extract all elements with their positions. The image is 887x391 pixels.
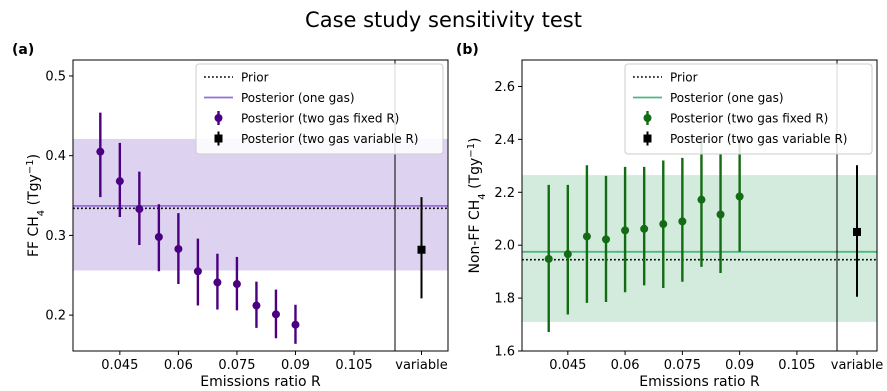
- chart-panel-b: 1.6 1.8 2.0 2.2 2.4 2.6 0.045 0.06 0.075 0.09 0.10…: [456, 42, 883, 390]
- legend: Prior Posterior (one gas) Posterior (two g…: [624, 63, 873, 155]
- y-axis-label-part: (Tgy: [26, 174, 42, 210]
- fixed-r-point: [271, 310, 280, 319]
- y-axis-label-part: (Tgy: [467, 158, 483, 194]
- y-tick-label: 2.6: [494, 80, 515, 95]
- fixed-r-point: [213, 278, 222, 287]
- x-tick-label: 0.09: [725, 358, 754, 373]
- fixed-r-point: [697, 195, 706, 204]
- y-axis-label-part: −1: [466, 143, 477, 158]
- fixed-r-point: [135, 205, 144, 214]
- fixed-r-point: [659, 220, 668, 229]
- legend-entry-label: Posterior (two gas variable R): [670, 132, 848, 146]
- fixed-r-point: [291, 320, 300, 329]
- y-axis-label: Non-FF CH4 (Tgy−1): [466, 137, 488, 273]
- y-axis-label: FF CH4 (Tgy−1): [25, 154, 47, 257]
- y-axis-label-part: FF CH: [26, 216, 42, 257]
- y-axis-label-part: ): [467, 137, 483, 142]
- y-tick-label: 2.4: [494, 133, 515, 148]
- y-tick-label: 0.5: [45, 69, 66, 84]
- x-tick-label: 0.105: [778, 358, 815, 373]
- x-tick-label: 0.105: [335, 358, 372, 373]
- y-tick-label: 0.4: [45, 149, 66, 164]
- fixed-r-point: [678, 217, 687, 226]
- x-tick-label: 0.06: [611, 358, 640, 373]
- fixed-r-point: [582, 232, 591, 241]
- y-axis-label-part: 4: [477, 193, 488, 199]
- variable-r-point: [417, 245, 426, 254]
- legend-entry-label: Prior: [670, 71, 698, 85]
- x-tick-label: 0.09: [281, 358, 310, 373]
- fixed-r-point: [602, 235, 610, 244]
- legend-box: [624, 63, 873, 155]
- legend-entry-label: Posterior (two gas variable R): [241, 132, 419, 146]
- legend-entry-label: Posterior (two gas fixed R): [241, 112, 399, 126]
- legend-entry-label: Prior: [241, 71, 269, 85]
- fixed-r-point: [640, 224, 649, 233]
- fixed-r-point: [115, 177, 124, 186]
- y-axis-label-part: −1: [25, 159, 36, 174]
- y-axis-label-part: ): [26, 154, 42, 159]
- fixed-r-point: [621, 226, 630, 235]
- legend-fixed-r-swatch-marker: [214, 114, 223, 122]
- fixed-r-point: [193, 267, 202, 276]
- fixed-r-point: [544, 254, 553, 263]
- chart-panel-a: 0.2 0.3 0.4 0.5 0.045 0.06 0.075 0.09 0.105 varia…: [12, 42, 449, 390]
- legend-variable-r-swatch-marker: [643, 134, 652, 143]
- legend-entry-label: Posterior (one gas): [241, 91, 355, 105]
- axes-frame: [521, 59, 878, 352]
- panel-label: (b): [456, 42, 479, 58]
- y-axis-label-part: Non-FF CH: [467, 200, 483, 274]
- fixed-r-point: [735, 192, 744, 201]
- figure-title: Case study sensitivity test: [305, 8, 582, 32]
- fixed-r-point: [232, 280, 241, 289]
- legend-variable-r-swatch-marker: [214, 134, 223, 143]
- fixed-r-point: [252, 301, 261, 310]
- y-tick-label: 2.2: [494, 186, 515, 201]
- legend-fixed-r-swatch-marker: [643, 114, 652, 122]
- legend: Prior Posterior (one gas) Posterior (two g…: [195, 63, 444, 155]
- x-axis-label: Emissions ratio R: [639, 374, 760, 390]
- fixed-r-point: [716, 210, 725, 219]
- fixed-r-point: [174, 244, 183, 253]
- y-tick-label: 1.6: [494, 345, 515, 360]
- legend-box: [195, 63, 444, 155]
- fixed-r-point: [154, 232, 163, 241]
- y-tick-label: 0.2: [45, 309, 66, 324]
- fixed-r-point: [96, 147, 105, 156]
- x-tick-label-variable: variable: [395, 358, 447, 373]
- x-axis-label: Emissions ratio R: [200, 374, 321, 390]
- y-tick-label: 2.0: [494, 239, 515, 254]
- fixed-r-point: [563, 250, 572, 259]
- axes-frame: [72, 59, 449, 352]
- legend-entry-label: Posterior (two gas fixed R): [670, 112, 828, 126]
- x-tick-label: 0.06: [164, 358, 193, 373]
- x-tick-label: 0.045: [101, 358, 138, 373]
- posterior-one-gas-band: [73, 138, 448, 271]
- y-tick-label: 0.3: [45, 229, 66, 244]
- y-axis-label-part: 4: [36, 210, 47, 216]
- x-tick-label: 0.075: [218, 358, 255, 373]
- x-tick-label: 0.075: [664, 358, 701, 373]
- x-tick-label: 0.045: [549, 358, 586, 373]
- y-tick-label: 1.8: [494, 292, 515, 307]
- x-tick-label-variable: variable: [831, 358, 883, 373]
- variable-r-point: [853, 227, 861, 236]
- panel-label: (a): [12, 42, 34, 58]
- legend-entry-label: Posterior (one gas): [670, 91, 784, 105]
